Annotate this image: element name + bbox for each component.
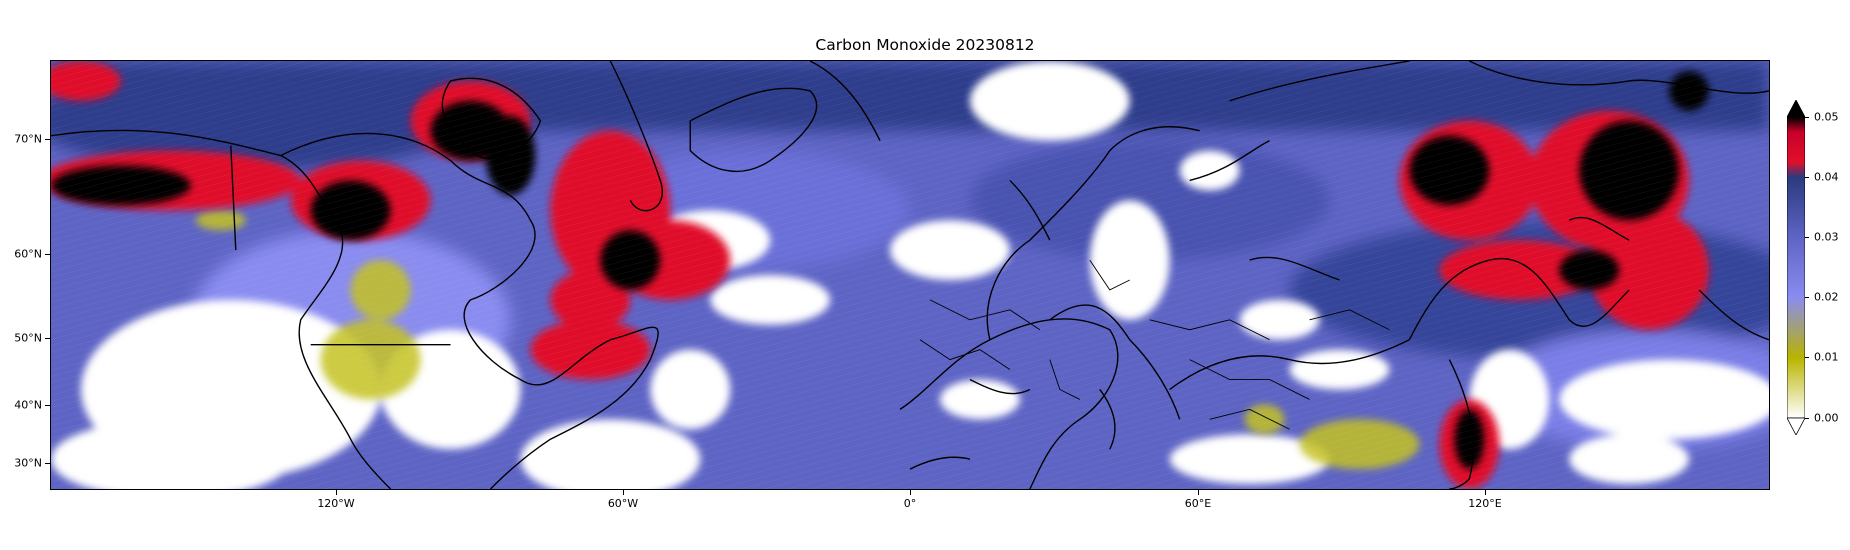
swath-streaks xyxy=(51,61,1769,489)
lat-label-40: 40°N xyxy=(14,398,42,412)
colorbar-gradient xyxy=(1787,116,1805,419)
cb-tick-0.05 xyxy=(1805,117,1809,118)
cb-label-0.01: 0.01 xyxy=(1814,350,1839,364)
lat-tick-40 xyxy=(45,405,50,406)
lat-tick-30 xyxy=(45,463,50,464)
cb-tick-0.02 xyxy=(1805,297,1809,298)
map-panel[interactable] xyxy=(50,60,1770,490)
lat-tick-50 xyxy=(45,338,50,339)
lon-label-60e: 60°E xyxy=(1184,497,1212,510)
lon-label-120w: 120°W xyxy=(317,497,355,510)
co-field-map xyxy=(51,61,1769,489)
lat-label-70: 70°N xyxy=(14,132,42,146)
lon-tick-120e xyxy=(1485,490,1486,495)
page-title: Carbon Monoxide 20230812 xyxy=(815,36,1035,54)
cb-tick-0.03 xyxy=(1805,237,1809,238)
lon-label-0: 0° xyxy=(903,497,917,510)
cb-label-0.04: 0.04 xyxy=(1814,170,1839,184)
lon-tick-60w xyxy=(623,490,624,495)
cb-label-0.03: 0.03 xyxy=(1814,230,1839,244)
colorbar-extend-max xyxy=(1787,100,1805,118)
cb-tick-0.00 xyxy=(1805,418,1809,419)
cb-tick-0.01 xyxy=(1805,357,1809,358)
lat-label-60: 60°N xyxy=(14,247,42,261)
lon-tick-60e xyxy=(1198,490,1199,495)
cb-label-0.02: 0.02 xyxy=(1814,290,1839,304)
cb-tick-0.04 xyxy=(1805,177,1809,178)
lon-tick-120w xyxy=(336,490,337,495)
lat-label-30: 30°N xyxy=(14,456,42,470)
lon-label-60w: 60°W xyxy=(607,497,639,510)
lat-tick-70 xyxy=(45,139,50,140)
lon-tick-0 xyxy=(910,490,911,495)
lon-label-120e: 120°E xyxy=(1468,497,1502,510)
coastlines xyxy=(51,61,1769,489)
cb-label-0.00: 0.00 xyxy=(1814,411,1839,425)
colorbar xyxy=(1787,100,1805,435)
cb-label-0.05: 0.05 xyxy=(1814,110,1839,124)
colorbar-extend-min xyxy=(1787,417,1805,435)
lat-tick-60 xyxy=(45,254,50,255)
country-borders xyxy=(919,259,1390,430)
lat-label-50: 50°N xyxy=(14,331,42,345)
